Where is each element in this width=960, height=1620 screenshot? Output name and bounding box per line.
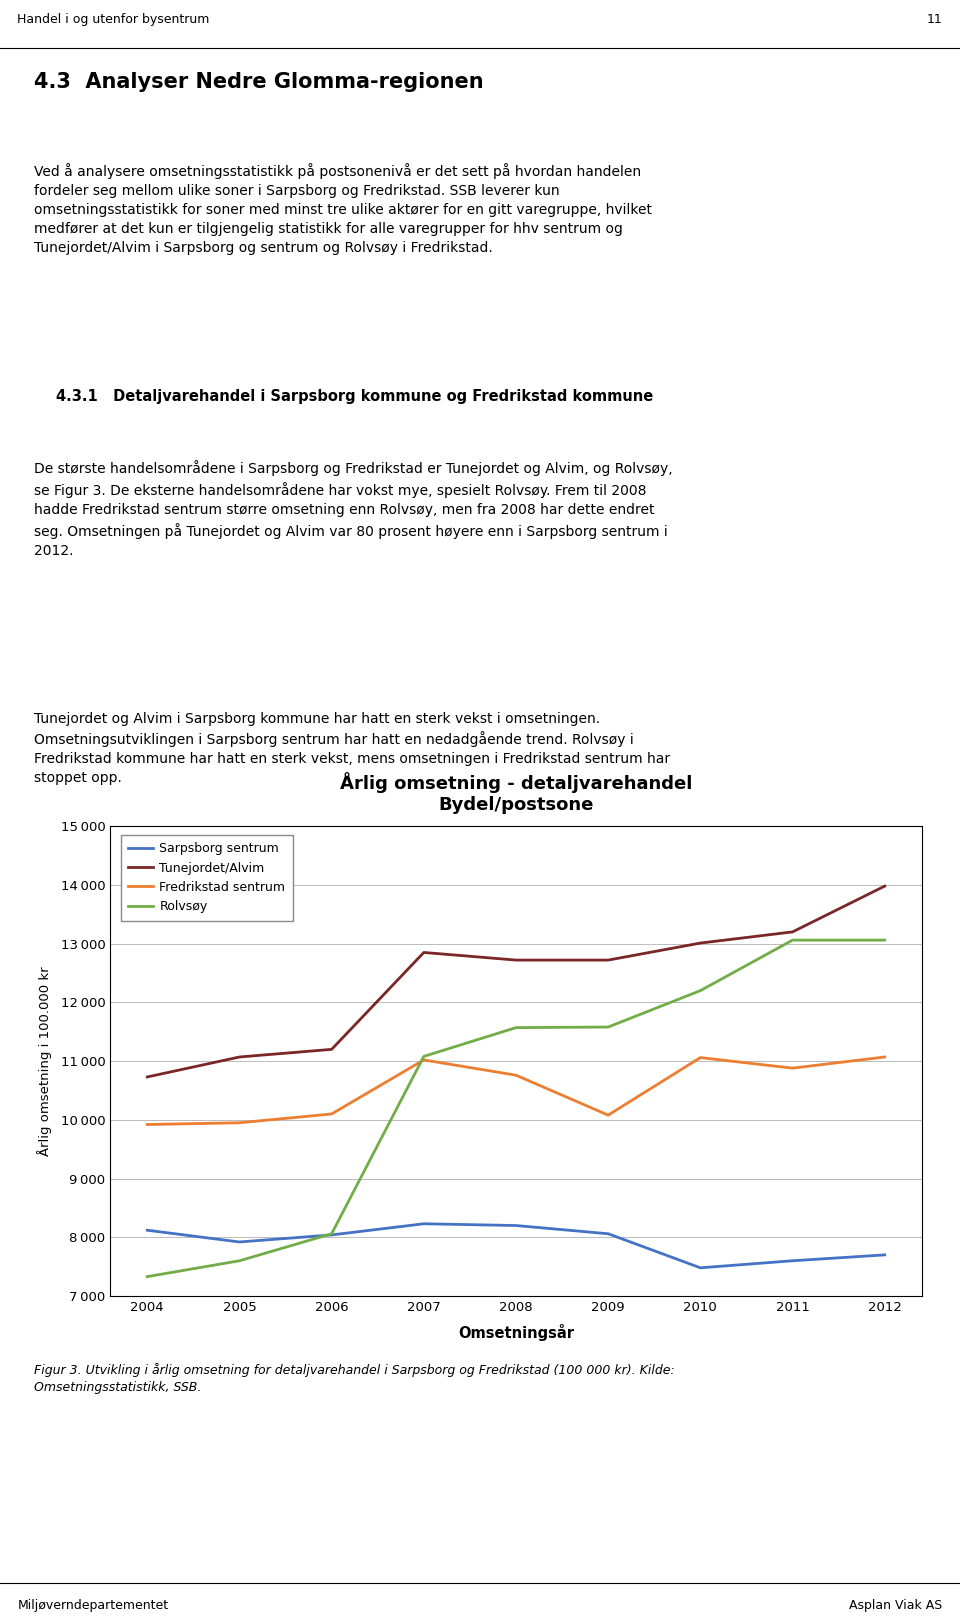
Text: 11: 11 [927,13,943,26]
Rolvsøy [879,930,891,949]
Tunejordet/Alvim [603,951,614,970]
X-axis label: Omsetningsår: Omsetningsår [458,1324,574,1341]
Text: Ved å analysere omsetningsstatistikk på postsonenivå er det sett på hvordan hand: Ved å analysere omsetningsstatistikk på … [34,164,652,254]
Sarpsborg sentrum [879,1246,891,1265]
Sarpsborg sentrum [787,1251,799,1270]
Title: Årlig omsetning - detaljvarehandel
Bydel/postsone: Årlig omsetning - detaljvarehandel Bydel… [340,771,692,813]
Fredrikstad sentrum [511,1066,522,1085]
Tunejordet/Alvim [695,933,707,953]
Rolvsøy [787,930,799,949]
Rolvsøy [418,1047,429,1066]
Rolvsøy [511,1017,522,1037]
Y-axis label: Årlig omsetning i 100.000 kr: Årlig omsetning i 100.000 kr [37,966,53,1157]
Text: Figur 3. Utvikling i årlig omsetning for detaljvarehandel i Sarpsborg og Fredrik: Figur 3. Utvikling i årlig omsetning for… [34,1364,674,1395]
Rolvsøy [695,980,707,1000]
Text: Handel i og utenfor bysentrum: Handel i og utenfor bysentrum [17,13,209,26]
Line: Sarpsborg sentrum: Sarpsborg sentrum [147,1223,885,1268]
Legend: Sarpsborg sentrum, Tunejordet/Alvim, Fredrikstad sentrum, Rolvsøy: Sarpsborg sentrum, Tunejordet/Alvim, Fre… [121,834,293,920]
Fredrikstad sentrum [787,1058,799,1077]
Sarpsborg sentrum [695,1259,707,1278]
Tunejordet/Alvim [787,922,799,941]
Tunejordet/Alvim [418,943,429,962]
Text: 4.3.1   Detaljvarehandel i Sarpsborg kommune og Fredrikstad kommune: 4.3.1 Detaljvarehandel i Sarpsborg kommu… [57,389,654,403]
Sarpsborg sentrum [325,1225,337,1244]
Text: De største handelsområdene i Sarpsborg og Fredrikstad er Tunejordet og Alvim, og: De største handelsområdene i Sarpsborg o… [34,460,672,557]
Line: Fredrikstad sentrum: Fredrikstad sentrum [147,1056,885,1124]
Tunejordet/Alvim [511,951,522,970]
Sarpsborg sentrum [233,1233,245,1252]
Tunejordet/Alvim [879,876,891,896]
Rolvsøy [141,1267,153,1286]
Fredrikstad sentrum [233,1113,245,1132]
Rolvsøy [603,1017,614,1037]
Rolvsøy [233,1251,245,1270]
Sarpsborg sentrum [141,1220,153,1239]
Fredrikstad sentrum [141,1115,153,1134]
Text: Miljøverndepartementet: Miljøverndepartementet [17,1599,168,1612]
Tunejordet/Alvim [233,1047,245,1066]
Fredrikstad sentrum [418,1050,429,1069]
Sarpsborg sentrum [418,1213,429,1233]
Sarpsborg sentrum [603,1225,614,1244]
Tunejordet/Alvim [325,1040,337,1059]
Fredrikstad sentrum [325,1105,337,1124]
Text: 4.3  Analyser Nedre Glomma-regionen: 4.3 Analyser Nedre Glomma-regionen [34,71,483,92]
Line: Tunejordet/Alvim: Tunejordet/Alvim [147,886,885,1077]
Tunejordet/Alvim [141,1068,153,1087]
Fredrikstad sentrum [879,1047,891,1066]
Line: Rolvsøy: Rolvsøy [147,940,885,1277]
Rolvsøy [325,1225,337,1244]
Text: Tunejordet og Alvim i Sarpsborg kommune har hatt en sterk vekst i omsetningen.
O: Tunejordet og Alvim i Sarpsborg kommune … [34,711,670,786]
Fredrikstad sentrum [695,1048,707,1068]
Fredrikstad sentrum [603,1105,614,1124]
Sarpsborg sentrum [511,1215,522,1234]
Text: Asplan Viak AS: Asplan Viak AS [850,1599,943,1612]
